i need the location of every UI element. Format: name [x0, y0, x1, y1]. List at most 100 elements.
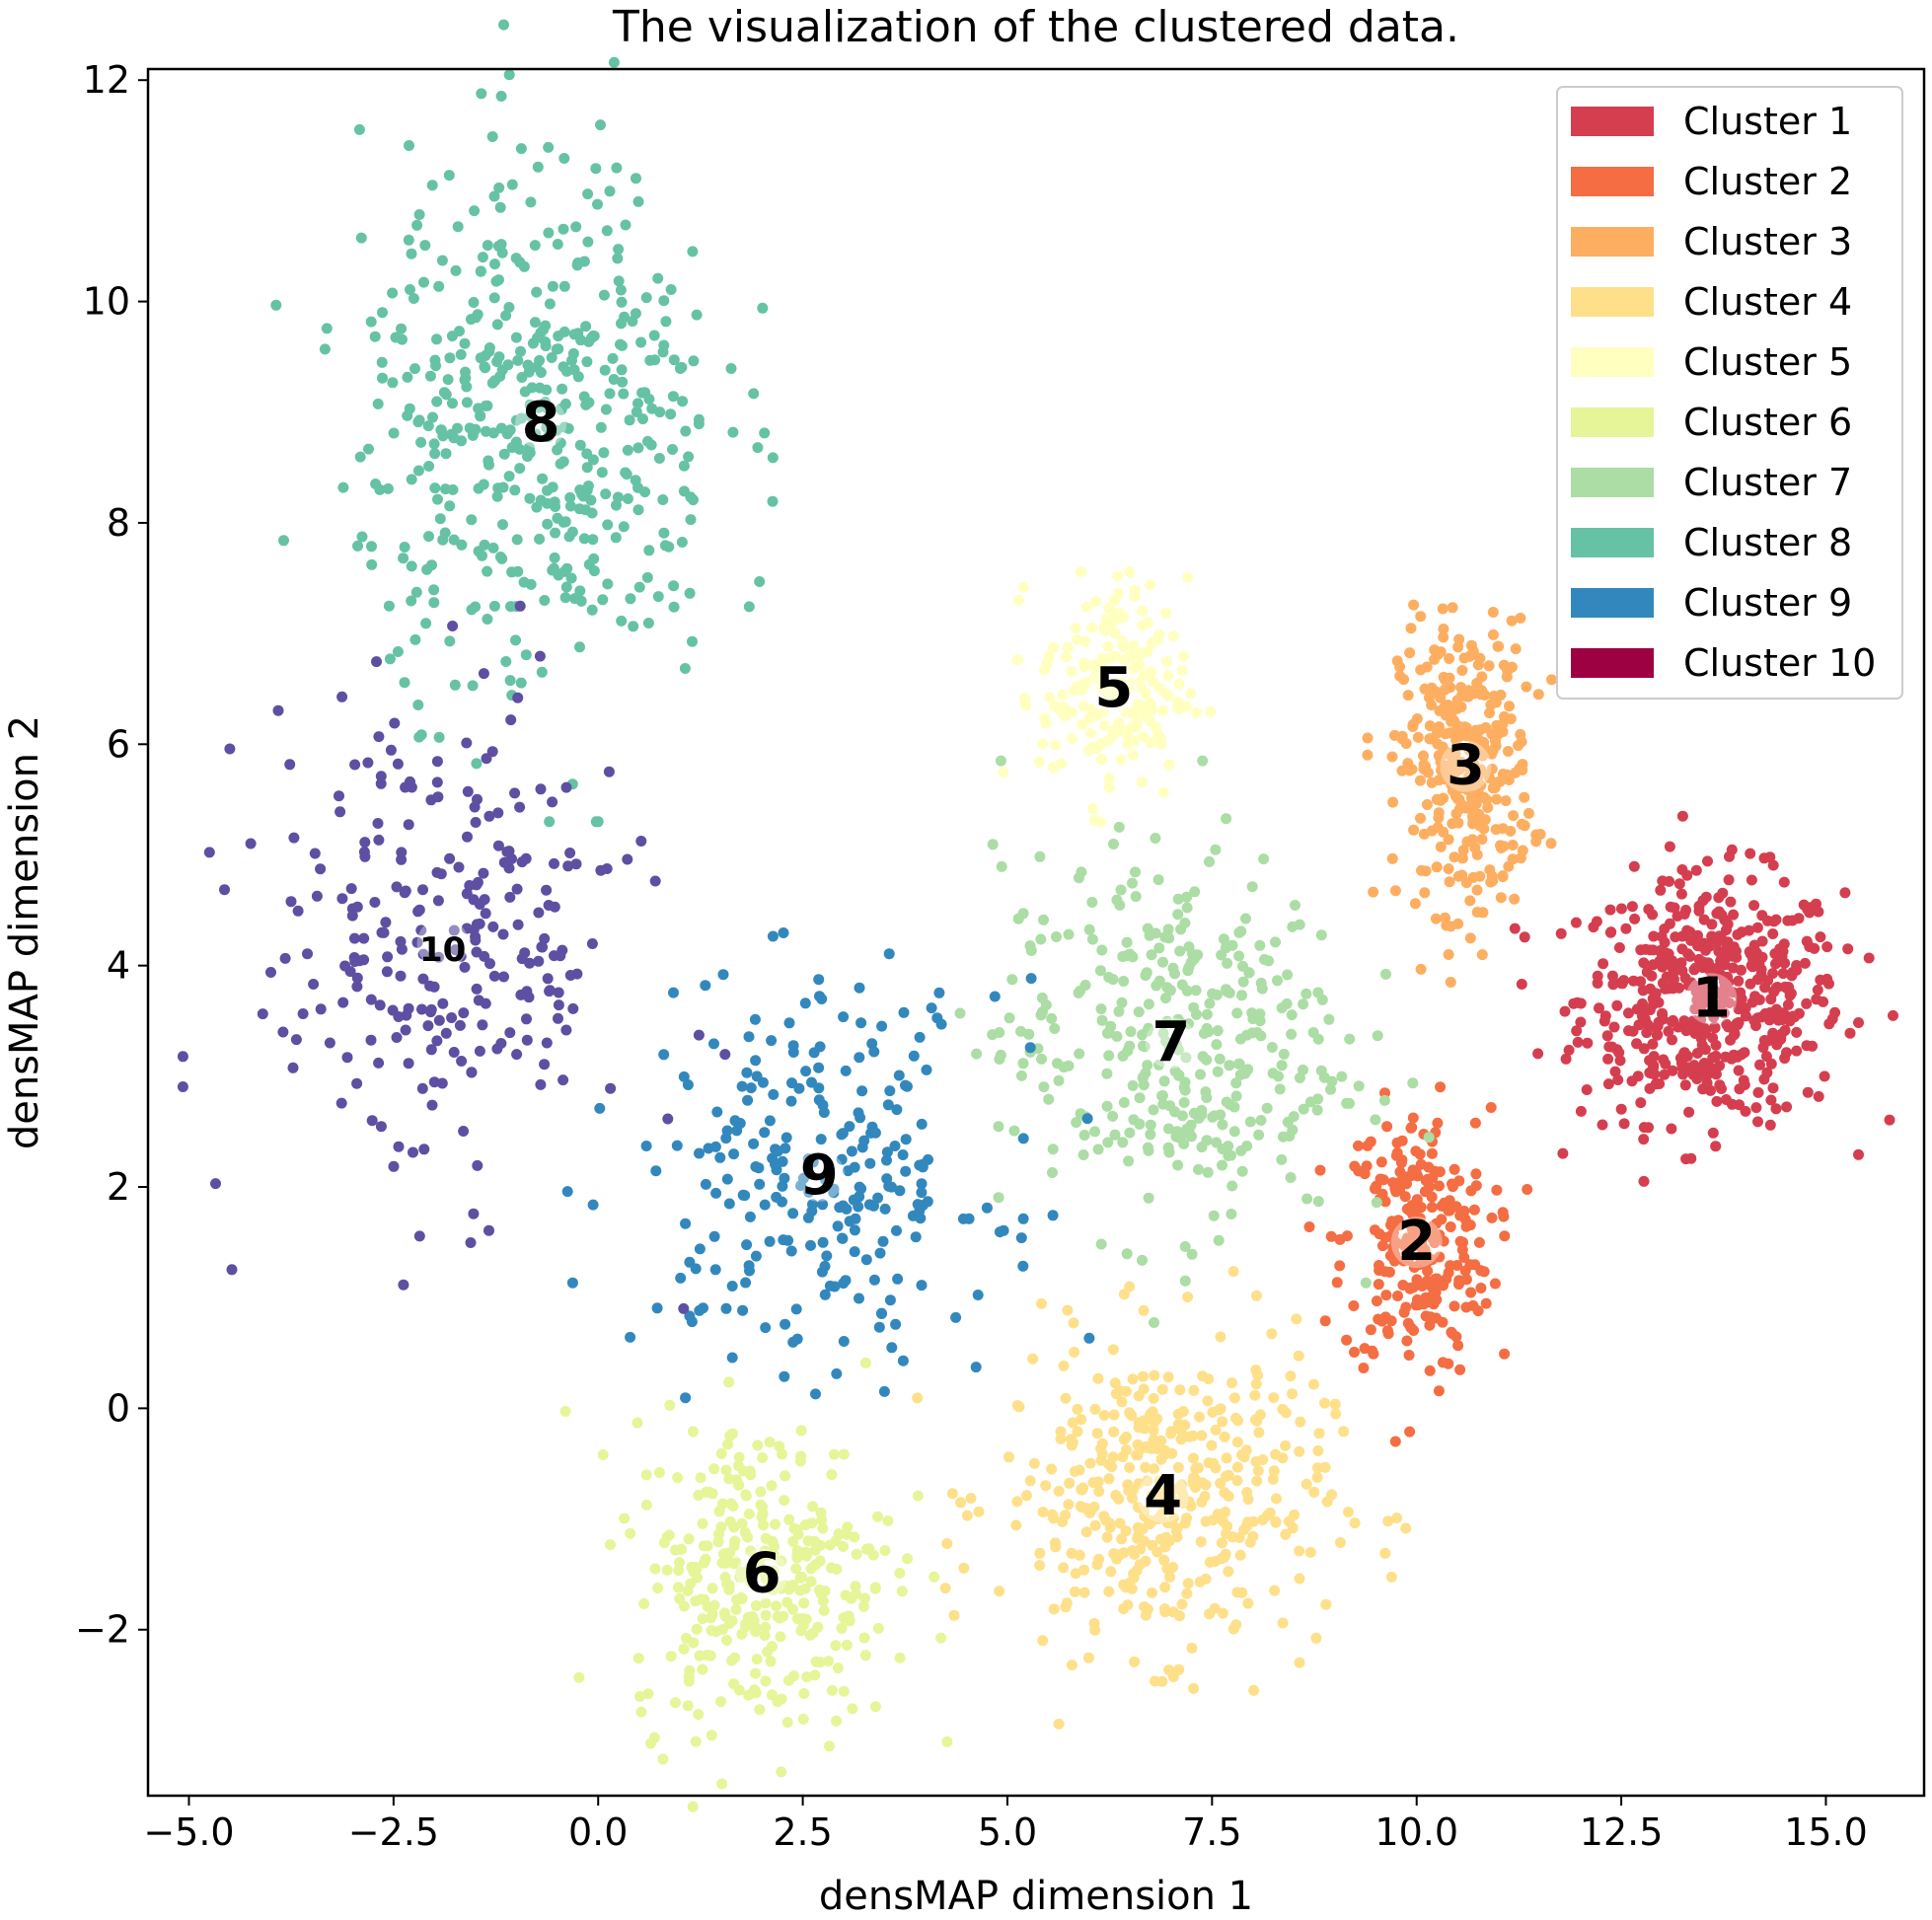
data-point — [444, 635, 456, 647]
y-axis-label: densMAP dimension 2 — [2, 715, 47, 1149]
data-point — [479, 539, 490, 551]
data-point — [1213, 1234, 1225, 1246]
data-point — [1207, 1514, 1219, 1526]
data-point — [847, 1703, 858, 1715]
data-point — [1489, 782, 1501, 793]
data-point — [1071, 633, 1082, 645]
data-point — [1310, 1632, 1322, 1644]
data-point — [1444, 876, 1455, 888]
data-point — [1188, 1384, 1200, 1396]
data-point — [510, 332, 522, 343]
data-point — [1172, 893, 1184, 905]
data-point — [668, 354, 680, 366]
data-point — [1219, 1487, 1230, 1499]
data-point — [1314, 1164, 1326, 1176]
data-point — [831, 1367, 843, 1379]
data-point — [721, 1173, 733, 1185]
data-point — [1431, 861, 1443, 873]
data-point — [1148, 1104, 1159, 1116]
data-point — [1570, 917, 1582, 928]
data-point — [685, 514, 697, 526]
data-point — [1102, 1137, 1114, 1148]
data-point — [731, 1125, 743, 1137]
data-point — [1821, 941, 1833, 953]
data-point — [1360, 1277, 1372, 1289]
data-point — [1376, 1188, 1388, 1200]
data-point — [460, 366, 471, 378]
data-point — [1631, 1038, 1643, 1050]
data-point — [1079, 635, 1091, 647]
data-point — [770, 1158, 781, 1170]
data-point — [1217, 1416, 1228, 1428]
data-point — [1063, 1499, 1075, 1511]
data-point — [1664, 841, 1675, 852]
data-point — [1453, 1275, 1465, 1287]
data-point — [369, 897, 381, 908]
data-point — [785, 1245, 797, 1257]
data-point — [1092, 1372, 1104, 1384]
data-point — [1477, 750, 1489, 762]
data-point — [824, 1539, 836, 1551]
data-point — [688, 1426, 699, 1438]
data-point — [356, 531, 368, 543]
data-point — [1319, 1397, 1330, 1409]
data-point — [1491, 1184, 1503, 1196]
data-point — [854, 1052, 865, 1064]
data-point — [496, 364, 508, 376]
data-point — [1457, 845, 1469, 856]
x-tick-label: −5.0 — [143, 1810, 234, 1854]
data-point — [1077, 701, 1089, 712]
data-point — [770, 1518, 780, 1530]
data-point — [1101, 1100, 1113, 1112]
data-point — [1217, 1607, 1228, 1619]
data-point — [1123, 1155, 1135, 1167]
data-point — [752, 442, 764, 454]
data-point — [1011, 654, 1023, 666]
data-point — [1477, 907, 1489, 919]
data-point — [745, 1469, 757, 1481]
data-point — [776, 1766, 787, 1778]
data-point — [1853, 1148, 1864, 1160]
data-point — [1499, 1230, 1511, 1242]
data-point — [1443, 834, 1454, 846]
data-point — [1159, 1606, 1171, 1618]
data-point — [649, 875, 661, 887]
data-point — [302, 948, 313, 960]
data-point — [1392, 1215, 1404, 1226]
data-point — [998, 767, 1009, 777]
data-point — [427, 411, 438, 423]
data-point — [1655, 884, 1667, 896]
data-point — [475, 265, 486, 277]
data-point — [1370, 1114, 1381, 1126]
data-point — [1329, 1398, 1341, 1410]
data-point — [475, 410, 486, 422]
data-point — [549, 552, 560, 563]
data-point — [1287, 1124, 1299, 1136]
data-point — [518, 576, 530, 588]
data-point — [1467, 645, 1479, 657]
data-point — [1071, 1117, 1082, 1129]
data-point — [912, 1490, 924, 1502]
data-point — [916, 1178, 928, 1190]
data-point — [1839, 887, 1851, 899]
data-point — [1665, 901, 1676, 913]
data-point — [1220, 1507, 1231, 1517]
data-point — [1437, 1357, 1449, 1368]
data-point — [1405, 1170, 1417, 1182]
data-point — [1090, 596, 1102, 608]
data-point — [760, 1609, 772, 1621]
data-point — [1753, 955, 1765, 967]
data-point — [402, 371, 413, 383]
data-point — [580, 399, 592, 410]
data-point — [832, 1220, 844, 1232]
data-point — [1134, 704, 1145, 716]
data-point — [1103, 1473, 1115, 1485]
data-point — [1312, 1445, 1324, 1456]
data-point — [514, 600, 526, 612]
data-point — [946, 1488, 958, 1500]
data-point — [879, 1545, 891, 1556]
data-point — [426, 1099, 438, 1111]
data-point — [1143, 1192, 1154, 1204]
